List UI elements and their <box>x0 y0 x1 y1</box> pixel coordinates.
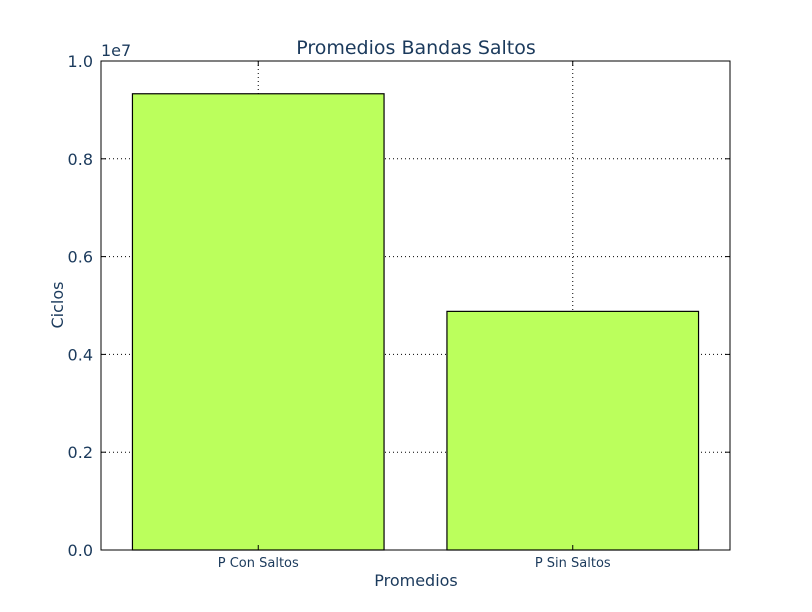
bar-p-con-saltos <box>131 93 385 551</box>
chart-title: Promedios Bandas Saltos <box>296 37 536 59</box>
x-axis-label: Promedios <box>374 571 458 590</box>
y-tick-label: 1.0 <box>68 52 93 71</box>
x-tick-label: P Con Saltos <box>218 556 299 571</box>
y-tick-label: 0.0 <box>68 541 93 560</box>
bar-p-sin-saltos <box>446 310 700 551</box>
y-tick-label: 0.6 <box>68 248 93 267</box>
plot-frame <box>100 60 731 551</box>
y-axis-label: Ciclos <box>48 282 67 329</box>
y-tick-label: 0.2 <box>68 443 93 462</box>
y-tick-label: 0.4 <box>68 345 93 364</box>
x-tick-label: P Sin Saltos <box>535 556 611 571</box>
bars <box>131 93 700 551</box>
y-tick-label: 0.8 <box>68 150 93 169</box>
y-offset-label: 1e7 <box>101 41 131 60</box>
ticks: 0.0 0.2 0.4 0.6 0.8 1.0 P Con Saltos P Sin Salt… <box>68 52 730 571</box>
